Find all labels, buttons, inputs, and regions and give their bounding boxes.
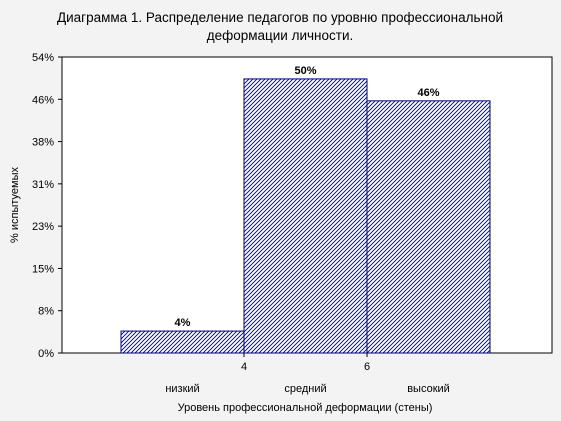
category-label: средний — [284, 383, 326, 395]
data-label: 46% — [417, 87, 439, 99]
data-labels: 4% 50% 46% — [175, 65, 440, 329]
category-label: высокий — [407, 383, 450, 395]
y-tick-label: 38% — [32, 137, 54, 149]
x-tick-label: 6 — [364, 361, 370, 373]
y-tick-label: 46% — [32, 94, 54, 106]
bar — [366, 100, 491, 354]
y-axis-label: % испытуемых — [9, 167, 21, 243]
bar — [243, 78, 368, 354]
y-tick-label: 0% — [38, 348, 54, 360]
chart-title: Диаграмма 1. Распределение педагогов по … — [57, 10, 503, 25]
y-axis: 0% 8% 15% 23% 31% 38% 46% 54% — [32, 52, 62, 360]
data-label: 4% — [175, 317, 191, 329]
category-label: низкий — [165, 383, 199, 395]
y-tick-label: 8% — [38, 306, 54, 318]
chart-subtitle: деформации личности. — [207, 28, 354, 43]
y-tick-label: 31% — [32, 179, 54, 191]
data-label: 50% — [294, 65, 316, 77]
x-axis-label: Уровень профессиональной деформации (сте… — [178, 402, 433, 414]
y-tick-label: 15% — [32, 263, 54, 275]
bars — [120, 78, 491, 354]
x-tick-label: 4 — [241, 361, 247, 373]
y-tick-label: 23% — [32, 221, 54, 233]
category-labels: низкий средний высокий — [165, 383, 449, 395]
bar — [120, 330, 245, 354]
y-tick-label: 54% — [32, 52, 54, 64]
